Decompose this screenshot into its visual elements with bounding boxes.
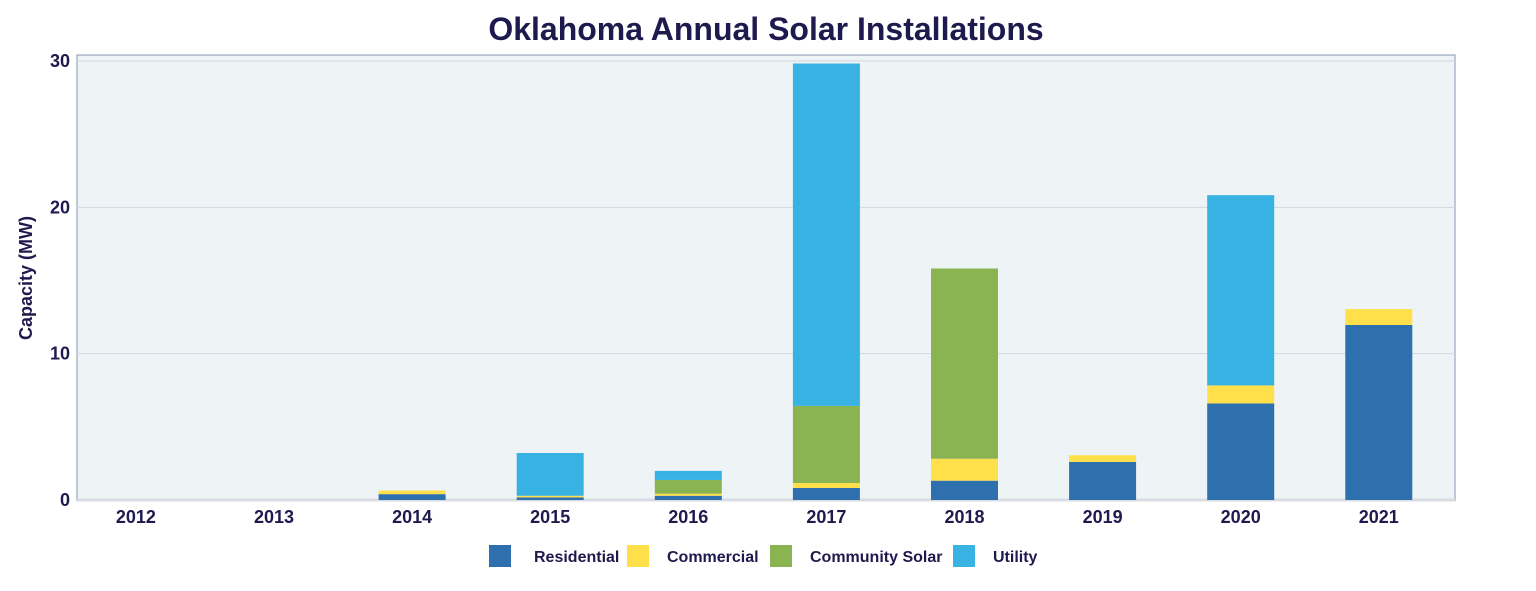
y-tick-label: 30 [50, 51, 70, 71]
bar-commercial-2015 [516, 495, 584, 498]
bar-commercial-2018 [931, 458, 998, 481]
y-tick-label: 0 [60, 490, 70, 510]
x-tick-label: 2017 [806, 507, 846, 527]
chart-title: Oklahoma Annual Solar Installations [488, 11, 1043, 47]
x-tick-label: 2014 [392, 507, 432, 527]
legend-swatch [627, 545, 649, 567]
bar-commercial-2020 [1207, 385, 1275, 404]
legend-label: Utility [993, 549, 1038, 566]
bar-commercial-2016 [654, 493, 722, 496]
bar-residential-2019 [1069, 461, 1137, 500]
x-tick-label: 2015 [530, 507, 570, 527]
x-tick-label: 2021 [1359, 507, 1399, 527]
legend-swatch [489, 545, 511, 567]
bar-residential-2016 [654, 495, 722, 500]
x-tick-label: 2020 [1221, 507, 1261, 527]
bar-community-solar-2017 [792, 405, 860, 484]
bar-community-solar-2016 [654, 479, 722, 494]
legend-label: Community Solar [810, 549, 942, 566]
bar-residential-2014 [378, 494, 446, 500]
bar-commercial-2019 [1069, 455, 1137, 462]
y-axis-label: Capacity (MW) [16, 216, 36, 340]
legend-item-commercial[interactable]: Commercial [627, 545, 759, 567]
bar-utility-2017 [792, 63, 860, 406]
bar-utility-2016 [654, 470, 722, 480]
legend-swatch [770, 545, 792, 567]
bar-residential-2017 [792, 488, 860, 500]
bar-utility-2020 [1207, 195, 1275, 386]
bar-commercial-2017 [792, 483, 860, 489]
y-tick-label: 10 [50, 344, 70, 364]
bar-community-solar-2018 [931, 268, 998, 459]
legend-item-residential[interactable]: Residential [489, 545, 619, 567]
bar-residential-2020 [1207, 403, 1275, 500]
y-tick-label: 20 [50, 197, 70, 217]
bar-residential-2021 [1345, 324, 1413, 500]
x-tick-label: 2019 [1083, 507, 1123, 527]
x-tick-label: 2013 [254, 507, 294, 527]
x-tick-label: 2018 [944, 507, 984, 527]
bar-residential-2018 [931, 480, 998, 500]
bar-commercial-2014 [378, 490, 446, 495]
legend-item-community-solar[interactable]: Community Solar [770, 545, 942, 567]
bar-utility-2015 [516, 453, 584, 496]
legend-swatch [953, 545, 975, 567]
legend-label: Residential [534, 549, 619, 566]
bar-residential-2015 [516, 497, 584, 500]
legend-item-utility[interactable]: Utility [953, 545, 1038, 567]
legend-label: Commercial [667, 549, 759, 566]
x-tick-label: 2016 [668, 507, 708, 527]
x-tick-label: 2012 [116, 507, 156, 527]
bar-commercial-2021 [1345, 309, 1413, 325]
